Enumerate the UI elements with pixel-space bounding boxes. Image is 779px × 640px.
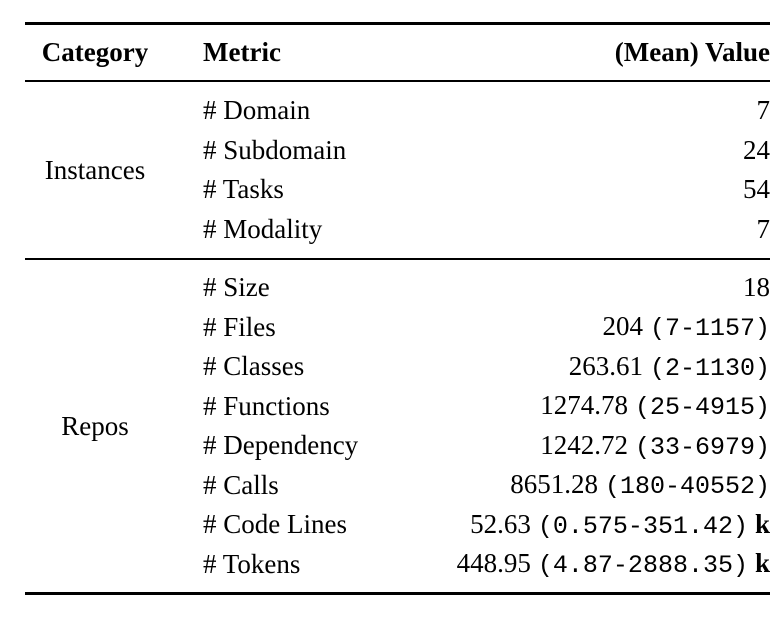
metric-label: # Tasks <box>203 174 284 205</box>
metric-label: # Classes <box>203 351 305 382</box>
table-row: # Subdomain 24 <box>165 131 770 171</box>
range-value: (4.87-2888.35) <box>537 551 748 581</box>
value-cell: 52.63 (0.575-351.42) k <box>470 509 770 541</box>
metric-label: # Files <box>203 311 276 342</box>
value-cell: 24 <box>743 135 770 166</box>
category-label: Repos <box>61 410 129 441</box>
metric-label: # Subdomain <box>203 134 347 165</box>
range-value: (25-4915) <box>634 393 770 423</box>
range-value: (7-1157) <box>649 314 770 344</box>
table-body: Instances # Domain 7 # Subdomain 24 # Tasks 54… <box>25 82 770 592</box>
mean-value: 8651.28 <box>510 469 598 500</box>
section-rows: # Domain 7 # Subdomain 24 # Tasks 54 # Modalit… <box>165 91 770 249</box>
value-cell: 1242.72 (33-6979) <box>540 430 770 462</box>
mean-value: 52.63 <box>470 508 531 539</box>
mean-value: 7 <box>756 95 771 126</box>
mean-value: 1274.78 <box>540 390 628 421</box>
metric-label: # Calls <box>203 469 279 500</box>
category-label: Instances <box>44 154 146 185</box>
value-cell: 448.95 (4.87-2888.35) k <box>457 548 770 580</box>
table-row: # Tasks 54 <box>165 170 770 210</box>
range-value: (0.575-351.42) <box>537 511 748 541</box>
metric-label: # Tokens <box>203 548 301 579</box>
table-row: # Files 204 (7-1157) <box>165 308 770 348</box>
metric-label: # Dependency <box>203 430 359 461</box>
range-value: (2-1130) <box>649 353 770 383</box>
table-row: # Code Lines 52.63 (0.575-351.42) k <box>165 505 770 545</box>
unit-suffix: k <box>754 508 770 539</box>
unit-suffix: k <box>754 548 770 579</box>
table-section: Repos # Size 18 # Files 204 (7-1157) # Classes… <box>25 260 770 592</box>
mean-value: 24 <box>743 134 770 165</box>
header-mean-value: (Mean) Value <box>614 37 770 67</box>
metric-label: # Code Lines <box>203 509 347 540</box>
mean-value: 54 <box>743 174 770 205</box>
value-cell: 1274.78 (25-4915) <box>540 390 770 422</box>
header-rule <box>25 80 770 82</box>
table-section: Instances # Domain 7 # Subdomain 24 # Tasks 54… <box>25 82 770 258</box>
mean-value: 263.61 <box>568 350 643 381</box>
mean-value: 18 <box>743 272 770 303</box>
mean-value: 7 <box>756 213 771 244</box>
table-row: # Dependency 1242.72 (33-6979) <box>165 426 770 466</box>
table-row: # Calls 8651.28 (180-40552) <box>165 466 770 506</box>
section-rows: # Size 18 # Files 204 (7-1157) # Classes 263.6… <box>165 268 770 584</box>
mean-value: 1242.72 <box>540 429 628 460</box>
value-cell: 7 <box>757 95 771 126</box>
value-cell: 18 <box>743 272 770 303</box>
table-row: # Classes 263.61 (2-1130) <box>165 347 770 387</box>
mean-value: 204 <box>602 311 643 342</box>
value-cell: 54 <box>743 174 770 205</box>
table-row: # Domain 7 <box>165 91 770 131</box>
bottom-rule <box>25 592 770 595</box>
metric-label: # Functions <box>203 390 330 421</box>
section-divider-rule <box>25 258 770 260</box>
header-metric: Metric <box>203 37 281 67</box>
value-cell: 204 (7-1157) <box>602 311 770 343</box>
range-value: (33-6979) <box>634 432 770 462</box>
value-cell: 8651.28 (180-40552) <box>510 469 770 501</box>
range-value: (180-40552) <box>604 472 770 502</box>
table-header-row: Category Metric (Mean) Value <box>25 25 770 80</box>
table-row: # Functions 1274.78 (25-4915) <box>165 387 770 427</box>
table-row: # Tokens 448.95 (4.87-2888.35) k <box>165 545 770 585</box>
value-cell: 263.61 (2-1130) <box>569 351 770 383</box>
header-category: Category <box>41 37 149 67</box>
table-row: # Modality 7 <box>165 210 770 250</box>
top-rule <box>25 22 770 25</box>
statistics-table: Category Metric (Mean) Value Instances # … <box>25 22 770 595</box>
table-row: # Size 18 <box>165 268 770 308</box>
metric-label: # Size <box>203 272 270 303</box>
metric-label: # Modality <box>203 213 323 244</box>
value-cell: 7 <box>757 214 771 245</box>
mean-value: 448.95 <box>456 548 531 579</box>
metric-label: # Domain <box>203 95 311 126</box>
